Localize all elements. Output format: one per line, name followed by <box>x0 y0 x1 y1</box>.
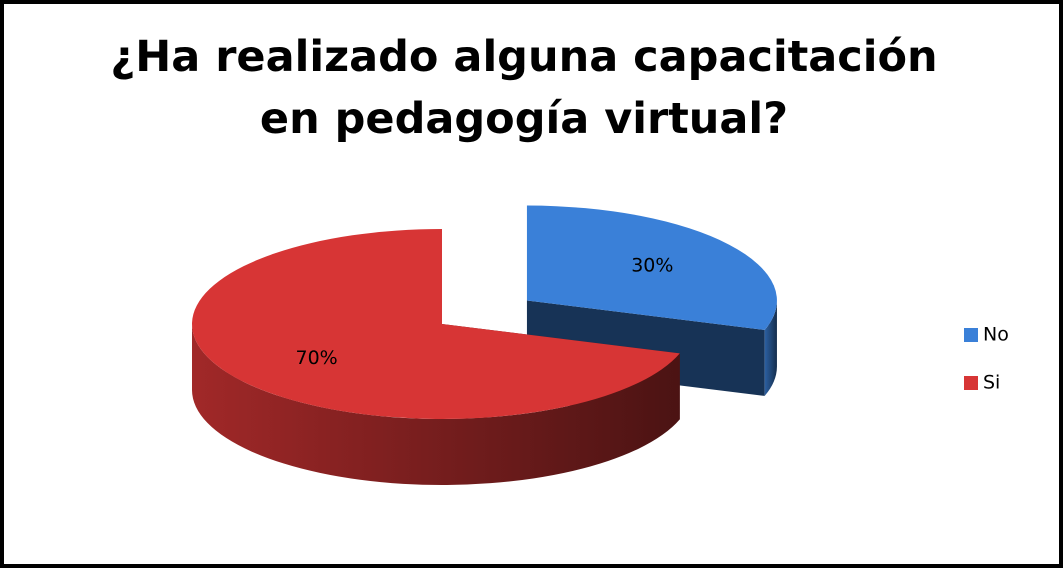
data-label: 70% <box>295 347 337 369</box>
legend-swatch <box>964 376 978 390</box>
slice-side <box>191 324 680 486</box>
legend-swatch <box>964 328 978 342</box>
slice-side <box>764 300 777 396</box>
data-label: 30% <box>631 254 673 276</box>
legend-label: Si <box>983 372 1000 394</box>
chart-title: ¿Ha realizado alguna capacitación en ped… <box>110 32 938 144</box>
legend-label: No <box>983 324 1009 346</box>
slice <box>192 229 680 419</box>
slice <box>526 205 777 330</box>
